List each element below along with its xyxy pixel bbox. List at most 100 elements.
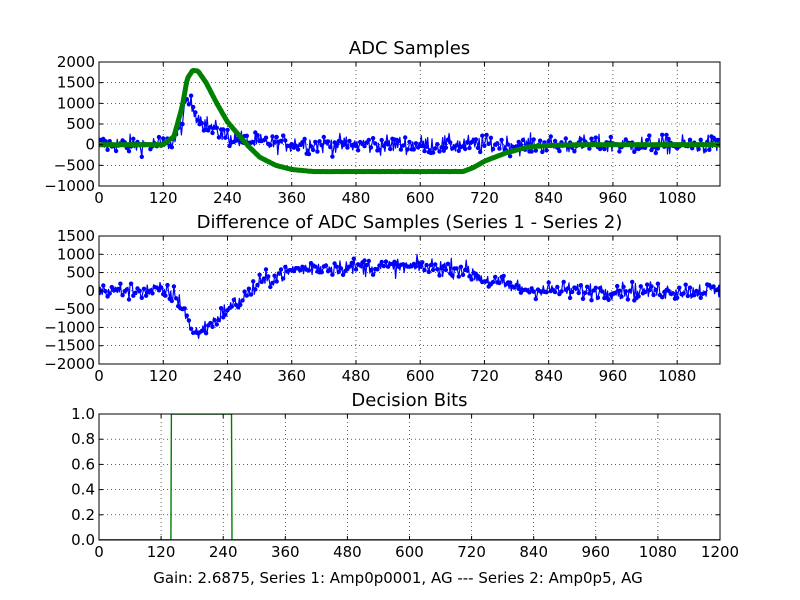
y-tick-label: −1000: [44, 318, 95, 336]
data-point: [467, 145, 472, 151]
data-point: [330, 154, 335, 159]
data-point: [533, 296, 538, 302]
y-tick-label: −2000: [44, 355, 95, 373]
data-point: [323, 263, 329, 268]
data-point: [544, 148, 549, 153]
data-point: [368, 267, 374, 273]
x-tick-label: 480: [342, 367, 371, 385]
data-point: [283, 138, 288, 143]
data-point: [660, 132, 665, 137]
data-point: [428, 262, 434, 268]
data-point: [334, 264, 339, 269]
data-point: [173, 296, 179, 301]
data-point: [298, 268, 303, 273]
data-point: [266, 274, 271, 279]
y-tick-label: 1500: [57, 74, 95, 92]
x-tick-label: 960: [599, 367, 628, 385]
data-point: [317, 139, 322, 144]
data-point: [345, 145, 350, 150]
data-point: [675, 295, 680, 300]
data-point: [715, 137, 720, 143]
data-point: [580, 296, 586, 301]
data-point: [448, 140, 453, 145]
data-point: [246, 286, 252, 291]
x-tick-label: 120: [149, 189, 178, 207]
data-point: [441, 263, 446, 269]
data-point: [261, 276, 267, 281]
data-point: [548, 134, 553, 139]
data-point: [499, 137, 504, 143]
data-point: [687, 285, 693, 290]
data-point: [343, 142, 348, 147]
x-tick-label: 840: [534, 189, 563, 207]
data-point: [493, 274, 498, 280]
data-point: [623, 289, 628, 294]
y-tick-label: 0.0: [71, 531, 95, 549]
data-point: [490, 279, 496, 285]
x-tick-label: 480: [333, 543, 362, 561]
data-point: [645, 137, 650, 143]
data-point: [347, 138, 352, 144]
data-point: [507, 154, 513, 159]
data-point: [137, 288, 142, 293]
data-point: [216, 135, 222, 140]
x-tick-label: 360: [271, 543, 300, 561]
data-point: [210, 130, 215, 136]
data-point: [460, 272, 466, 277]
data-point: [411, 147, 416, 152]
data-point: [156, 134, 162, 140]
data-point: [670, 291, 676, 296]
data-point: [214, 322, 219, 327]
data-point: [582, 290, 588, 295]
plot-area: [99, 253, 720, 339]
data-point: [377, 147, 382, 152]
data-point: [120, 293, 125, 298]
data-point: [531, 289, 536, 294]
data-point: [118, 281, 123, 286]
data-point: [274, 134, 279, 140]
data-point: [595, 295, 601, 300]
data-point: [456, 274, 461, 279]
data-point: [107, 291, 112, 296]
data-point: [439, 145, 444, 150]
data-point: [593, 285, 598, 290]
data-point: [276, 271, 282, 276]
data-point: [405, 147, 410, 152]
y-tick-label: 1000: [57, 245, 95, 263]
x-tick-label: 360: [277, 189, 306, 207]
y-tick-label: −500: [54, 300, 95, 318]
data-point: [141, 286, 147, 291]
data-point: [253, 287, 258, 292]
data-point: [143, 293, 149, 298]
data-point: [251, 140, 256, 145]
data-point: [587, 291, 592, 296]
data-point: [169, 298, 174, 304]
figure-caption: Gain: 2.6875, Series 1: Amp0p0001, AG --…: [153, 569, 643, 587]
data-point: [555, 284, 560, 290]
x-tick-label: 0: [94, 543, 104, 561]
data-point: [347, 264, 352, 269]
data-point: [186, 318, 192, 323]
data-point: [574, 286, 579, 291]
data-point: [270, 134, 275, 139]
data-point: [319, 270, 324, 275]
data-point: [195, 118, 200, 123]
data-point: [454, 266, 459, 271]
data-point: [188, 326, 194, 331]
x-tick-label: 480: [342, 189, 371, 207]
x-tick-label: 840: [534, 367, 563, 385]
x-tick-label: 960: [599, 189, 628, 207]
data-point: [702, 290, 708, 296]
data-point: [242, 289, 247, 294]
data-point: [139, 154, 144, 159]
data-point: [334, 142, 339, 147]
data-point: [191, 104, 196, 110]
data-point: [366, 258, 371, 264]
data-point: [133, 290, 138, 295]
data-point: [332, 261, 337, 266]
data-point: [698, 295, 703, 300]
data-point: [268, 284, 273, 290]
data-point: [377, 263, 382, 268]
data-point: [546, 139, 551, 144]
data-point: [268, 142, 273, 148]
